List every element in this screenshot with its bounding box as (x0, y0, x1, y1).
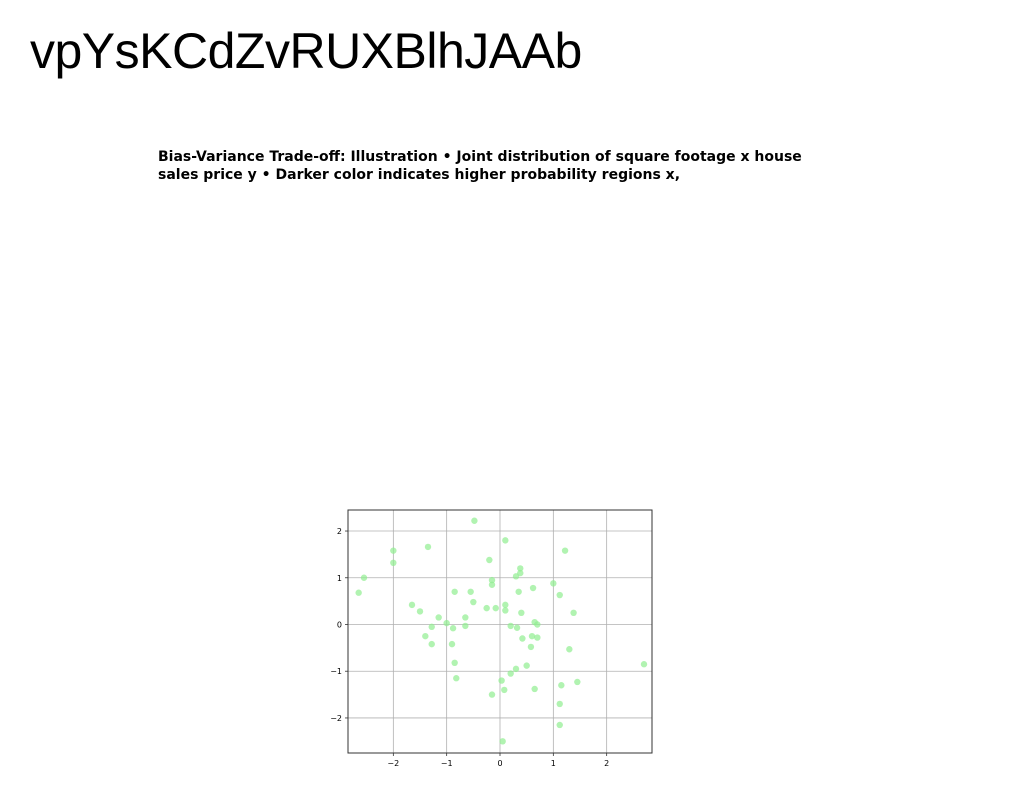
scatter-chart: −2 −1 0 1 2 −2 −1 0 1 2 (330, 509, 653, 768)
scatter-point (556, 591, 563, 599)
scatter-point (416, 608, 424, 615)
scatter-point (570, 609, 577, 617)
scatter-point (513, 624, 521, 631)
scatter-point (574, 678, 581, 686)
scatter-point (448, 640, 456, 648)
points-layer (355, 517, 648, 745)
scatter-point (451, 588, 458, 595)
scatter-point (428, 640, 435, 648)
scatter-point (449, 625, 457, 632)
scatter-point (556, 721, 563, 729)
x-tick-label: 2 (604, 759, 609, 768)
scatter-point (499, 738, 506, 745)
scatter-point (467, 588, 474, 595)
scatter-point (515, 588, 522, 595)
scatter-point (519, 635, 526, 642)
scatter-point (558, 682, 565, 689)
x-tick-label: 0 (497, 759, 502, 768)
y-tick-label: 2 (337, 527, 342, 536)
y-tick-label: 0 (337, 620, 342, 629)
x-tick-label: −1 (441, 759, 453, 768)
scatter-point (486, 556, 493, 564)
scatter-point (507, 670, 514, 677)
scatter-point (488, 691, 496, 698)
scatter-point (502, 537, 509, 544)
scatter-point (488, 581, 496, 588)
scatter-point (443, 619, 450, 627)
scatter-point (483, 604, 490, 612)
scatter-point (453, 675, 460, 682)
page-heading: vpYsKCdZvRUXBlhJAAb (30, 23, 582, 79)
scatter-point (529, 584, 537, 592)
scatter-point (518, 609, 525, 617)
scatter-point (527, 643, 535, 651)
scatter-point (517, 565, 524, 572)
y-tick-label: −1 (330, 667, 342, 676)
scatter-point (424, 543, 432, 551)
scatter-point (355, 589, 362, 596)
scatter-point (390, 559, 397, 567)
scatter-point (517, 569, 524, 577)
y-tick-label: −2 (330, 714, 342, 723)
scatter-point (462, 614, 469, 621)
ticks-layer: −2 −1 0 1 2 −2 −1 0 1 2 (330, 527, 609, 768)
scatter-point (640, 661, 648, 668)
slide-text: Bias-Variance Trade-off: Illustration • … (158, 149, 802, 183)
scatter-point (501, 686, 508, 694)
scatter-point (523, 662, 530, 669)
y-tick-label: 1 (337, 574, 342, 583)
scatter-point (534, 621, 541, 628)
scatter-point (435, 614, 442, 621)
scatter-point (451, 659, 458, 667)
scatter-point (488, 576, 496, 584)
scatter-point (556, 700, 563, 708)
scatter-point (471, 517, 478, 524)
scatter-point (531, 685, 538, 693)
scatter-point (534, 634, 541, 641)
scatter-point (507, 622, 514, 630)
scatter-point (550, 580, 557, 587)
x-tick-label: −2 (387, 759, 399, 768)
grid-layer (348, 510, 652, 753)
scatter-point (428, 623, 435, 631)
scatter-point (566, 646, 573, 653)
scatter-point (390, 547, 397, 554)
scatter-point (408, 601, 416, 609)
scatter-point (492, 604, 499, 612)
scatter-point (498, 677, 505, 684)
scatter-point (360, 574, 368, 581)
scatter-point (470, 598, 477, 606)
scatter-point (422, 632, 429, 640)
scatter-point (561, 547, 569, 554)
scatter-point (512, 665, 520, 673)
x-tick-label: 1 (551, 759, 556, 768)
scatter-point (502, 601, 509, 609)
scatter-point (502, 607, 509, 614)
scatter-point (462, 622, 469, 630)
scatter-point (528, 632, 536, 640)
